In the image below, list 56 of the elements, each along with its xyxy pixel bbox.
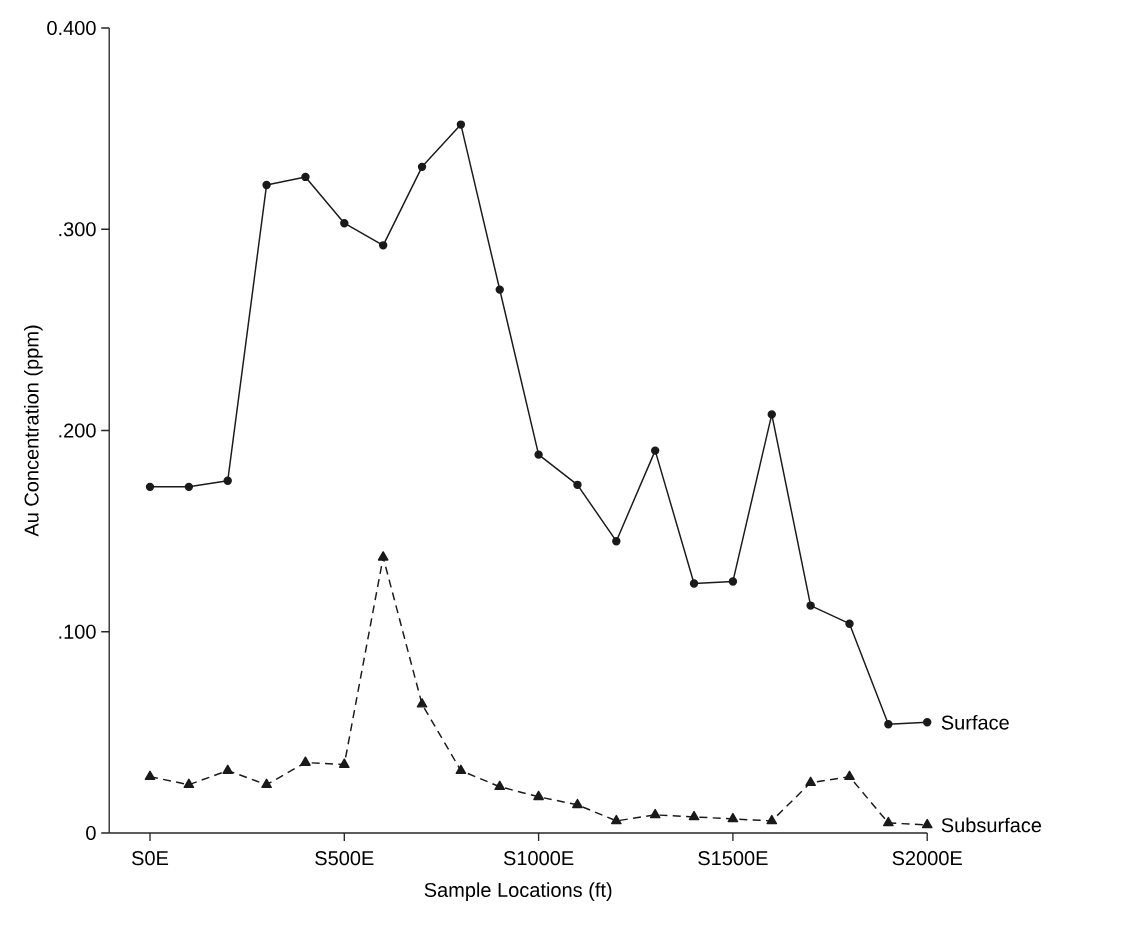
point <box>573 480 582 490</box>
point <box>923 718 932 727</box>
point <box>884 720 893 729</box>
x-axis-title: Sample Locations (ft) <box>424 882 612 901</box>
point <box>727 812 739 823</box>
point <box>689 579 699 588</box>
point <box>455 764 467 775</box>
point <box>767 410 776 419</box>
point <box>534 450 543 459</box>
x-tick-label: S500E <box>315 851 374 866</box>
point <box>806 601 815 610</box>
point <box>572 798 583 809</box>
series-label: Subsurface <box>941 817 1042 833</box>
point <box>222 764 234 775</box>
point <box>650 446 660 455</box>
point <box>145 482 155 492</box>
point <box>728 577 738 586</box>
point <box>495 285 504 294</box>
point <box>456 120 466 129</box>
point <box>183 778 195 789</box>
point <box>184 482 194 492</box>
y-tick-label: 0.400 <box>47 20 96 36</box>
point <box>301 172 310 182</box>
point <box>261 778 272 789</box>
point <box>845 619 854 628</box>
point <box>338 758 350 768</box>
point <box>649 808 661 819</box>
point <box>844 770 855 781</box>
point <box>262 180 271 190</box>
y-tick-label: .100 <box>59 624 96 639</box>
point <box>340 219 349 228</box>
x-tick-label: S2000E <box>892 851 962 866</box>
point <box>921 818 933 829</box>
point <box>688 810 700 821</box>
point <box>300 756 311 766</box>
x-tick-label: S0E <box>132 851 169 866</box>
point <box>494 780 506 791</box>
x-tick-label: S1000E <box>503 851 574 866</box>
y-tick-label: .300 <box>59 222 96 237</box>
series-label: Surface <box>941 714 1009 730</box>
point <box>533 790 544 801</box>
point <box>612 536 621 546</box>
y-axis-title: Au Concentration (ppm) <box>23 325 43 537</box>
point <box>144 770 156 781</box>
point <box>610 814 622 825</box>
point <box>882 816 894 827</box>
point <box>417 162 427 172</box>
point <box>223 476 232 486</box>
y-tick-label: 0 <box>86 825 96 841</box>
x-tick-label: S1500E <box>698 851 768 866</box>
point <box>378 241 388 250</box>
point <box>766 814 778 825</box>
point <box>805 776 816 787</box>
point <box>416 698 428 708</box>
y-tick-label: .200 <box>59 423 96 438</box>
point <box>377 551 389 561</box>
